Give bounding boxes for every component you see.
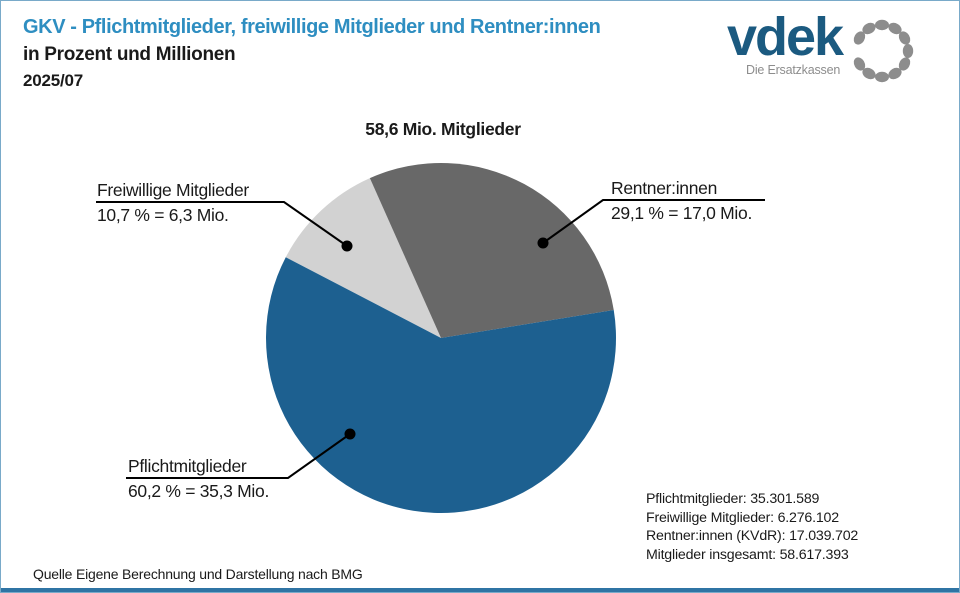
logo-ring-dot (853, 31, 866, 45)
leader-line-freiwillige (96, 201, 348, 247)
stat-label: Pflichtmitglieder: (646, 491, 747, 507)
stat-value: 35.301.589 (750, 491, 820, 507)
source-note: Quelle Eigene Berechnung und Darstellung… (33, 566, 363, 582)
stat-row-freiwillige: Freiwillige Mitglieder: 6.276.102 (646, 509, 858, 528)
label-freiwillige-value: 10,7 % = 6,3 Mio. (97, 205, 229, 225)
leader-line-pflicht (126, 433, 351, 479)
logo-ring-icon (853, 19, 914, 83)
label-freiwillige-name: Freiwillige Mitglieder (97, 180, 249, 200)
label-freiwillige-mitglieder: Freiwillige Mitglieder 10,7 % = 6,3 Mio. (97, 180, 249, 225)
logo-ring-dot (853, 57, 866, 71)
logo-tagline: Die Ersatzkassen (746, 63, 841, 77)
label-rentner-value: 29,1 % = 17,0 Mio. (611, 203, 753, 223)
label-rentner-name: Rentner:innen (611, 178, 718, 198)
stat-value: 17.039.702 (789, 528, 859, 544)
logo-ring-dot (898, 57, 911, 71)
label-pflicht-value: 60,2 % = 35,3 Mio. (128, 481, 270, 501)
logo-ring-dot (902, 44, 914, 58)
logo-ring-dot (888, 22, 902, 35)
logo-ring-dot (862, 22, 876, 35)
stat-row-insgesamt: Mitglieder insgesamt: 58.617.393 (646, 546, 858, 565)
logo-wordmark: vdek (727, 7, 844, 67)
stat-label: Freiwillige Mitglieder: (646, 509, 774, 526)
logo-ring-dot (875, 71, 890, 83)
pie-slice-freiwillige-mitglieder (285, 178, 441, 338)
leader-dot-pflicht (344, 428, 356, 440)
pie-slice-pflichtmitglieder (265, 257, 616, 513)
chart-title: 58,6 Mio. Mitglieder (365, 119, 521, 139)
bottom-accent-bar (1, 588, 959, 592)
leader-dot-freiwillige (341, 240, 353, 252)
stat-label: Mitglieder insgesamt: (646, 546, 776, 563)
report-period: 2025/07 (23, 71, 84, 90)
label-rentner-innen: Rentner:innen 29,1 % = 17,0 Mio. (611, 178, 752, 223)
label-pflichtmitglieder: Pflichtmitglieder 60,2 % = 35,3 Mio. (128, 456, 269, 501)
pie-slice-rentner-innen (369, 162, 614, 338)
logo-ring-dot (862, 67, 876, 80)
stat-row-pflichtmitglieder: Pflichtmitglieder: 35.301.589 (646, 490, 858, 509)
stat-value: 58.617.393 (779, 546, 849, 563)
page-subtitle: in Prozent und Millionen (23, 44, 236, 65)
leader-line-rentner (542, 199, 765, 244)
vdek-logo: vdek Die Ersatzkassen (727, 7, 918, 87)
leader-dot-rentner (537, 237, 549, 249)
logo-text: vdek Die Ersatzkassen (727, 7, 844, 77)
logo-ring-dot (888, 67, 902, 80)
title-block: GKV - Pflichtmitglieder, freiwillige Mit… (23, 14, 601, 94)
logo-ring-dot (898, 31, 911, 45)
logo-ring-dot (875, 19, 890, 31)
stats-block: Pflichtmitglieder: 35.301.589 Freiwillige… (646, 490, 858, 564)
stat-row-rentner: Rentner:innen (KVdR): 17.039.702 (646, 527, 858, 546)
label-pflicht-name: Pflichtmitglieder (128, 456, 247, 476)
stat-label: Rentner:innen (KVdR): (646, 528, 786, 544)
page-title: GKV - Pflichtmitglieder, freiwillige Mit… (23, 16, 601, 38)
stat-value: 6.276.102 (777, 509, 840, 526)
